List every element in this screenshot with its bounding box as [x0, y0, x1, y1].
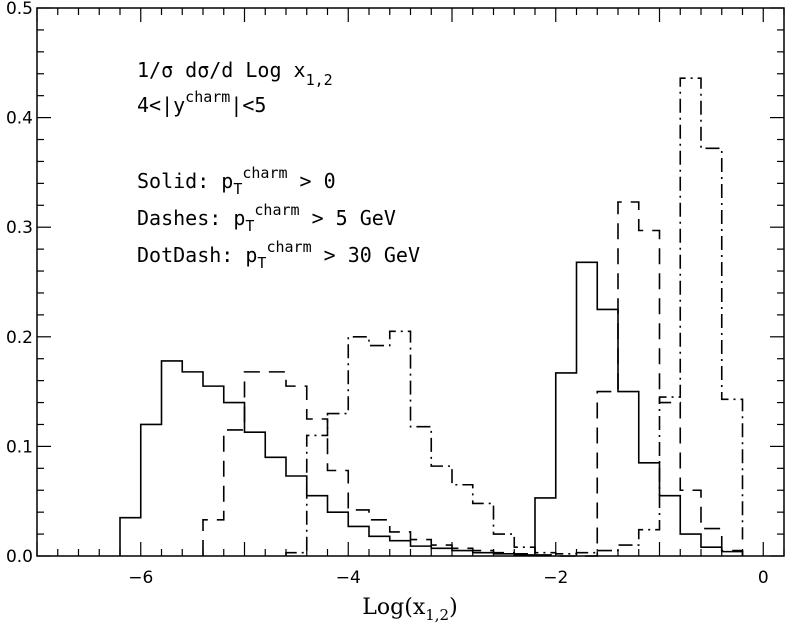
- y-tick-label: 0.4: [6, 109, 33, 129]
- x-tick-label: 0: [758, 568, 769, 588]
- x-tick-label: −6: [128, 568, 153, 588]
- annotation-block: 1/σ dσ/d Log x1,2 4<|ycharm|<5 Solid: pT…: [137, 58, 420, 272]
- y-tick-label: 0.1: [6, 437, 33, 457]
- y-tick-label: 0.0: [6, 547, 33, 567]
- series-dashdot: [285, 77, 744, 556]
- legend-solid: Solid: pTcharm > 0: [137, 164, 336, 198]
- legend-dashes: Dashes: pTcharm > 5 GeV: [137, 201, 396, 235]
- histogram-series: [119, 77, 744, 557]
- axis-ticks: −6 −4 −2 0 0.0 0.1 0.2 0.3 0.4 0.5: [6, 0, 785, 588]
- plot-frame: [36, 7, 785, 557]
- y-tick-label: 0.5: [6, 0, 33, 19]
- annotation-rapidity: 4<|ycharm|<5: [137, 88, 266, 117]
- series-solid: [119, 261, 744, 556]
- annotation-formula: 1/σ dσ/d Log x1,2: [137, 58, 333, 89]
- series-dashed: [202, 201, 744, 557]
- x-tick-label: −4: [336, 568, 361, 588]
- y-tick-label: 0.3: [6, 218, 33, 238]
- y-tick-label: 0.2: [6, 328, 33, 348]
- legend-dotdash: DotDash: pTcharm > 30 GeV: [137, 238, 420, 272]
- x-axis-label: Log(x1,2): [362, 595, 457, 624]
- x-tick-label: −2: [543, 568, 568, 588]
